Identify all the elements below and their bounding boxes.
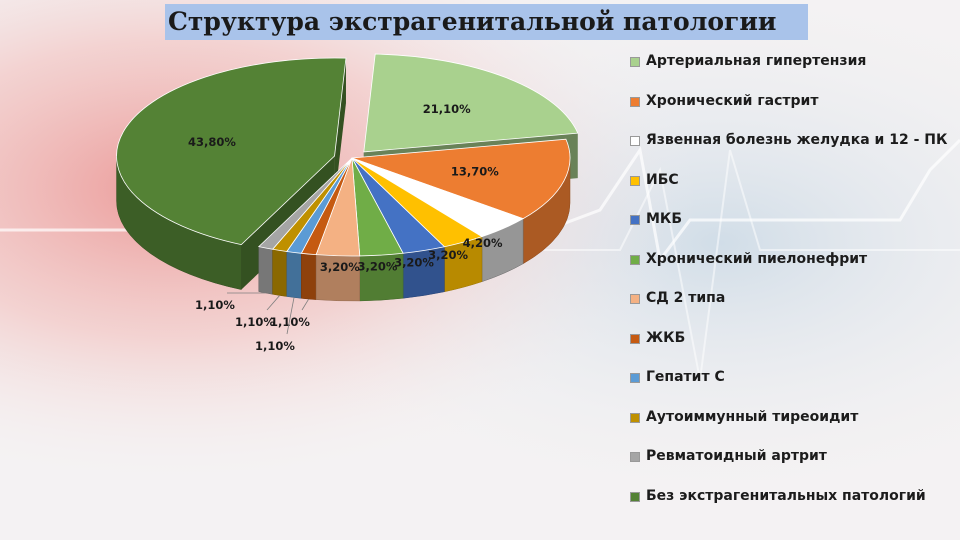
legend-swatch <box>630 175 640 186</box>
data-label-3: 3,20% <box>428 248 468 262</box>
data-label-6: 3,20% <box>320 260 360 274</box>
chart-legend: Артериальная гипертензия Хронический гаст… <box>628 52 948 526</box>
legend-label: МКБ <box>646 211 683 227</box>
pie-slice-10 <box>257 157 353 250</box>
legend-item: СД 2 типа <box>628 289 948 329</box>
legend-swatch <box>630 57 640 67</box>
title-background <box>165 4 808 40</box>
legend-label: Без экстрагенитальных патологий <box>646 487 926 504</box>
data-label-8: 1,10% <box>255 339 295 353</box>
legend-label: Хронический пиелонефрит <box>646 250 868 267</box>
legend-item: ЖКБ <box>628 329 948 369</box>
data-label-11: 43,80% <box>188 135 236 149</box>
data-label-1: 13,70% <box>451 164 499 178</box>
legend-label: ЖКБ <box>646 329 686 346</box>
legend-swatch <box>630 294 640 304</box>
pie-slice-side-8 <box>286 251 302 299</box>
legend-swatch <box>630 136 640 146</box>
legend-item: Хронический гастрит <box>628 92 948 132</box>
legend-swatch <box>630 491 640 502</box>
legend-item: ИБС <box>628 171 948 211</box>
data-label-7: 1,10% <box>270 315 310 329</box>
legend-item: Артериальная гипертензия <box>628 52 948 92</box>
pie-slice-side-9 <box>272 248 288 297</box>
legend-swatch <box>630 412 640 423</box>
pie-slice-1 <box>351 138 571 220</box>
legend-label: Язвенная болезнь желудка и 12 - ПК <box>646 132 948 148</box>
pie-slice-side-7 <box>301 253 317 300</box>
legend-item: Хронический пиелонефрит <box>628 250 948 290</box>
legend-swatch <box>630 373 640 383</box>
pie-slice-11 <box>116 57 347 246</box>
legend-label: Ревматоидный артрит <box>646 448 827 464</box>
legend-swatch <box>630 254 640 265</box>
leader-line-7 <box>301 298 310 311</box>
data-label-5: 3,20% <box>357 259 397 273</box>
pie-slice-0 <box>363 53 579 153</box>
legend-item: Гепатит С <box>628 368 948 408</box>
pie-slice-wall-11-1 <box>334 58 346 202</box>
leader-line-8 <box>286 297 295 335</box>
data-label-2: 4,20% <box>463 236 503 250</box>
legend-label: Аутоиммунный тиреоидит <box>646 408 859 425</box>
ecg-line-2 <box>440 149 960 381</box>
legend-item: МКБ <box>628 210 948 250</box>
legend-item: Ревматоидный артрит <box>628 447 948 487</box>
data-label-9: 1,10% <box>235 315 275 329</box>
data-label-0: 21,10% <box>423 102 471 116</box>
legend-item: Аутоиммунный тиреоидит <box>628 408 948 448</box>
legend-item: Без экстрагенитальных патологий <box>628 487 948 527</box>
slide-title: Структура экстрагенитальной патологии <box>168 7 777 36</box>
pie-slice-side-10 <box>258 246 273 295</box>
leader-line-9 <box>266 295 280 311</box>
legend-swatch <box>630 333 640 344</box>
legend-item: Язвенная болезнь желудка и 12 - ПК <box>628 131 948 171</box>
legend-swatch <box>630 215 640 225</box>
legend-swatch <box>630 96 640 107</box>
legend-swatch <box>630 452 640 462</box>
legend-label: ИБС <box>646 171 679 188</box>
legend-label: Хронический гастрит <box>646 92 819 109</box>
data-label-10: 1,10% <box>195 298 235 312</box>
legend-label: Гепатит С <box>646 369 725 385</box>
data-label-4: 3,20% <box>394 255 434 269</box>
legend-label: СД 2 типа <box>646 290 726 306</box>
legend-label: Артериальная гипертензия <box>646 53 867 69</box>
